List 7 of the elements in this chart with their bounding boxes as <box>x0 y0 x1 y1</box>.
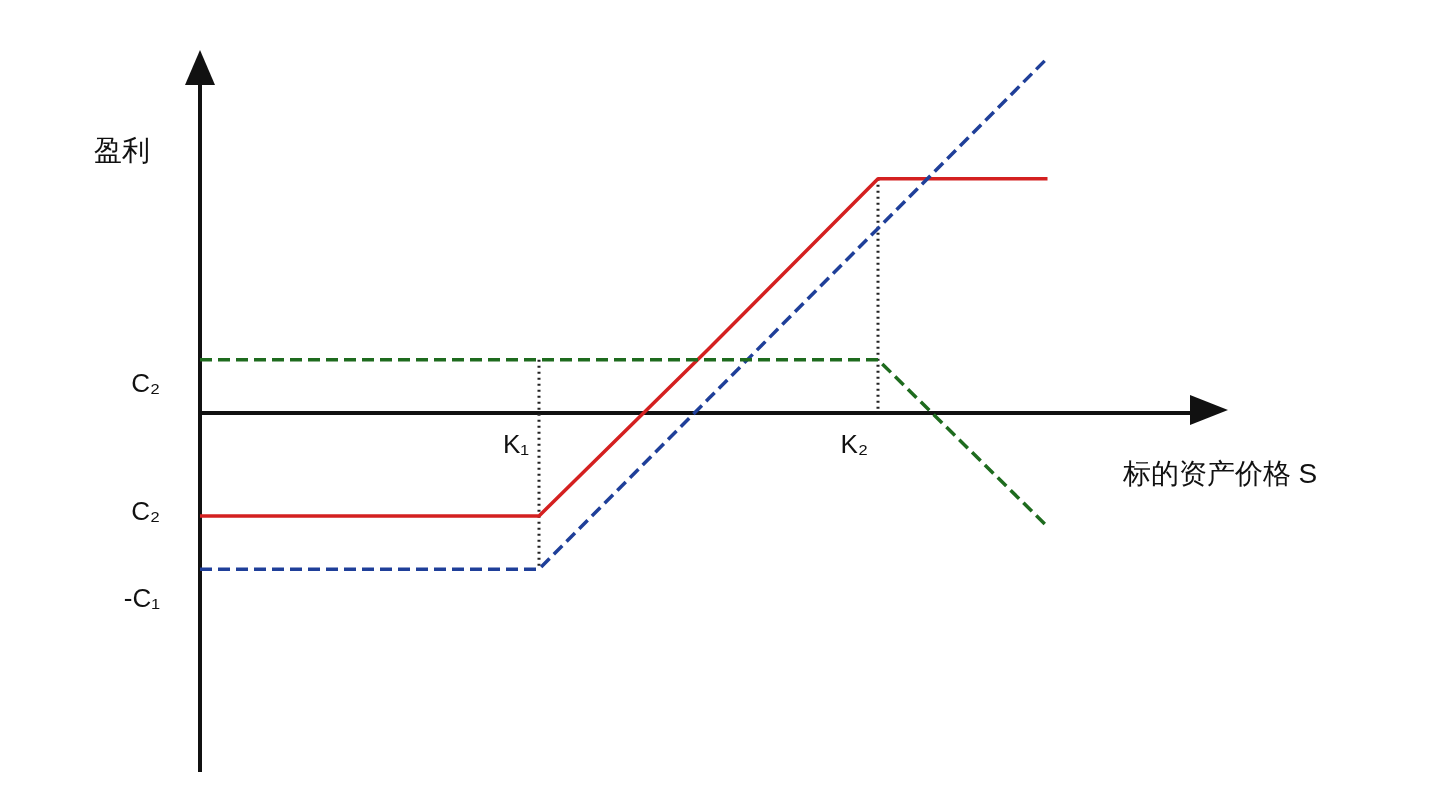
text: C₂ <box>131 368 160 398</box>
x-axis-title: 标的资产价格 S <box>1121 458 1318 489</box>
x-tick-label: K₁ <box>502 429 530 459</box>
text: C₂ <box>131 496 160 526</box>
y-axis-title: 盈利 <box>94 135 150 166</box>
text: -C₁ <box>123 583 161 613</box>
x-tick-label: K₂ <box>840 429 868 459</box>
